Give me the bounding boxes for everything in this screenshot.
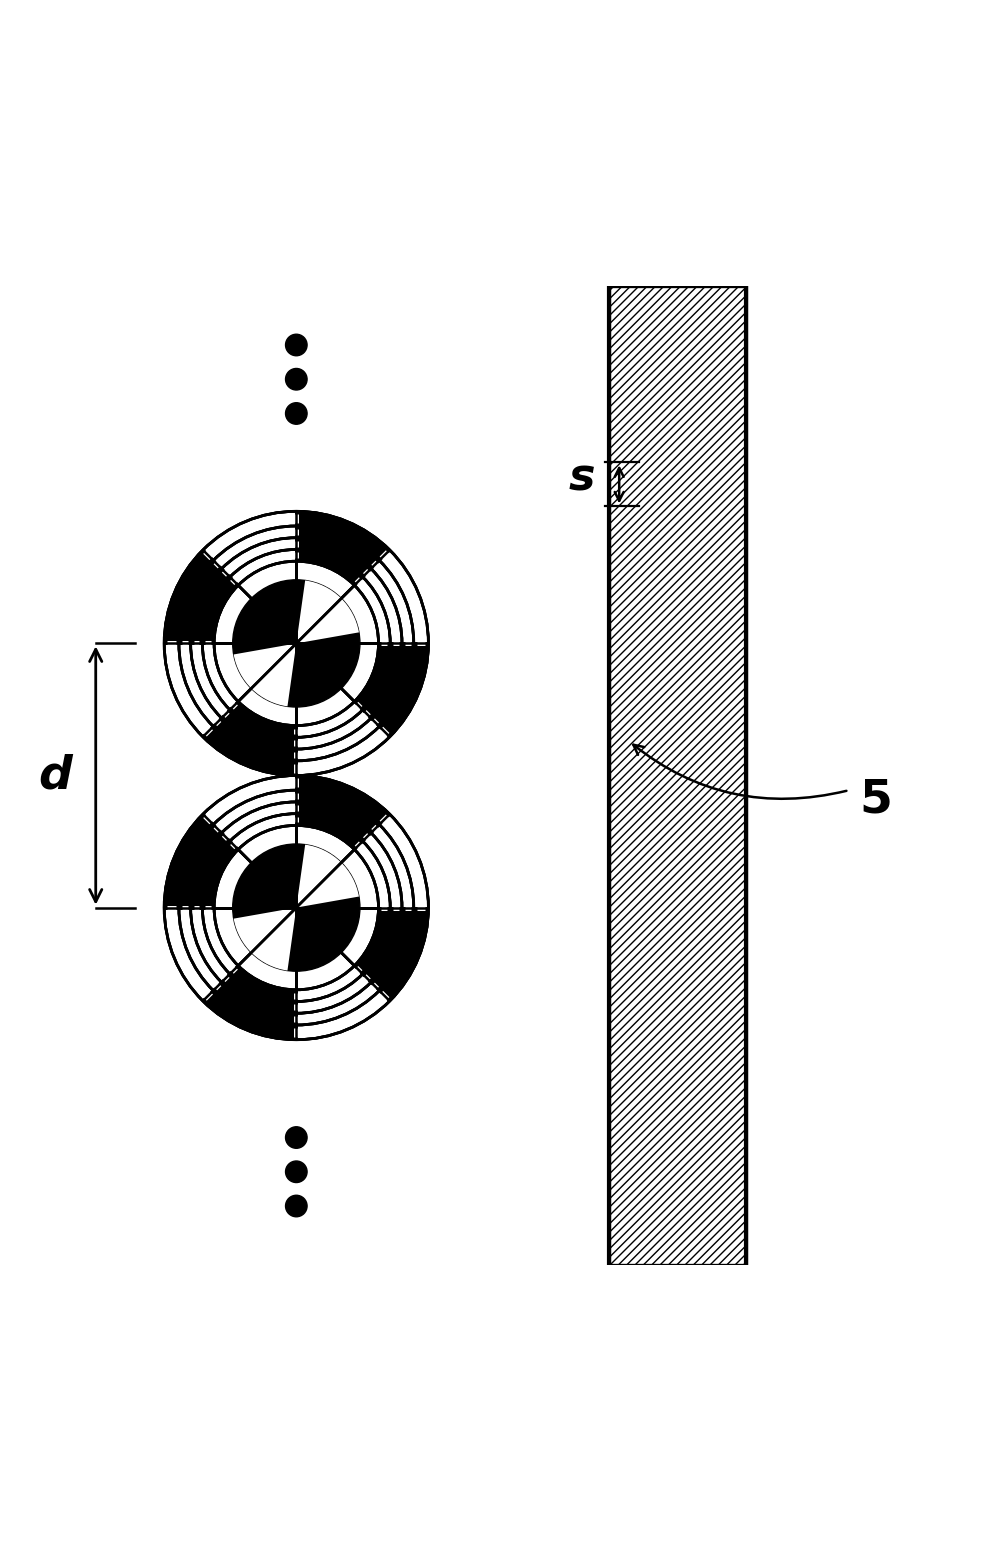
Wedge shape <box>233 644 296 706</box>
Wedge shape <box>164 814 238 907</box>
Text: $\mathbf{5}$: $\mathbf{5}$ <box>859 777 891 824</box>
Wedge shape <box>296 776 390 850</box>
Circle shape <box>232 844 360 971</box>
Wedge shape <box>354 644 428 737</box>
Wedge shape <box>296 580 359 644</box>
Wedge shape <box>203 966 296 1039</box>
Circle shape <box>164 512 428 776</box>
Circle shape <box>232 580 360 707</box>
Wedge shape <box>233 907 296 971</box>
Text: $\bfit{d}$: $\bfit{d}$ <box>38 752 75 799</box>
Circle shape <box>285 1196 307 1218</box>
Wedge shape <box>164 551 238 644</box>
Bar <box>609 287 747 1264</box>
Circle shape <box>156 504 436 783</box>
Wedge shape <box>203 701 296 776</box>
Wedge shape <box>354 907 428 1000</box>
Circle shape <box>285 1126 307 1148</box>
Circle shape <box>285 369 307 389</box>
Text: $\bfit{s}$: $\bfit{s}$ <box>568 454 594 498</box>
Wedge shape <box>296 845 359 907</box>
Wedge shape <box>296 512 390 585</box>
Circle shape <box>164 776 428 1039</box>
Circle shape <box>156 768 436 1047</box>
Circle shape <box>285 1162 307 1182</box>
Circle shape <box>285 333 307 355</box>
Circle shape <box>285 403 307 425</box>
